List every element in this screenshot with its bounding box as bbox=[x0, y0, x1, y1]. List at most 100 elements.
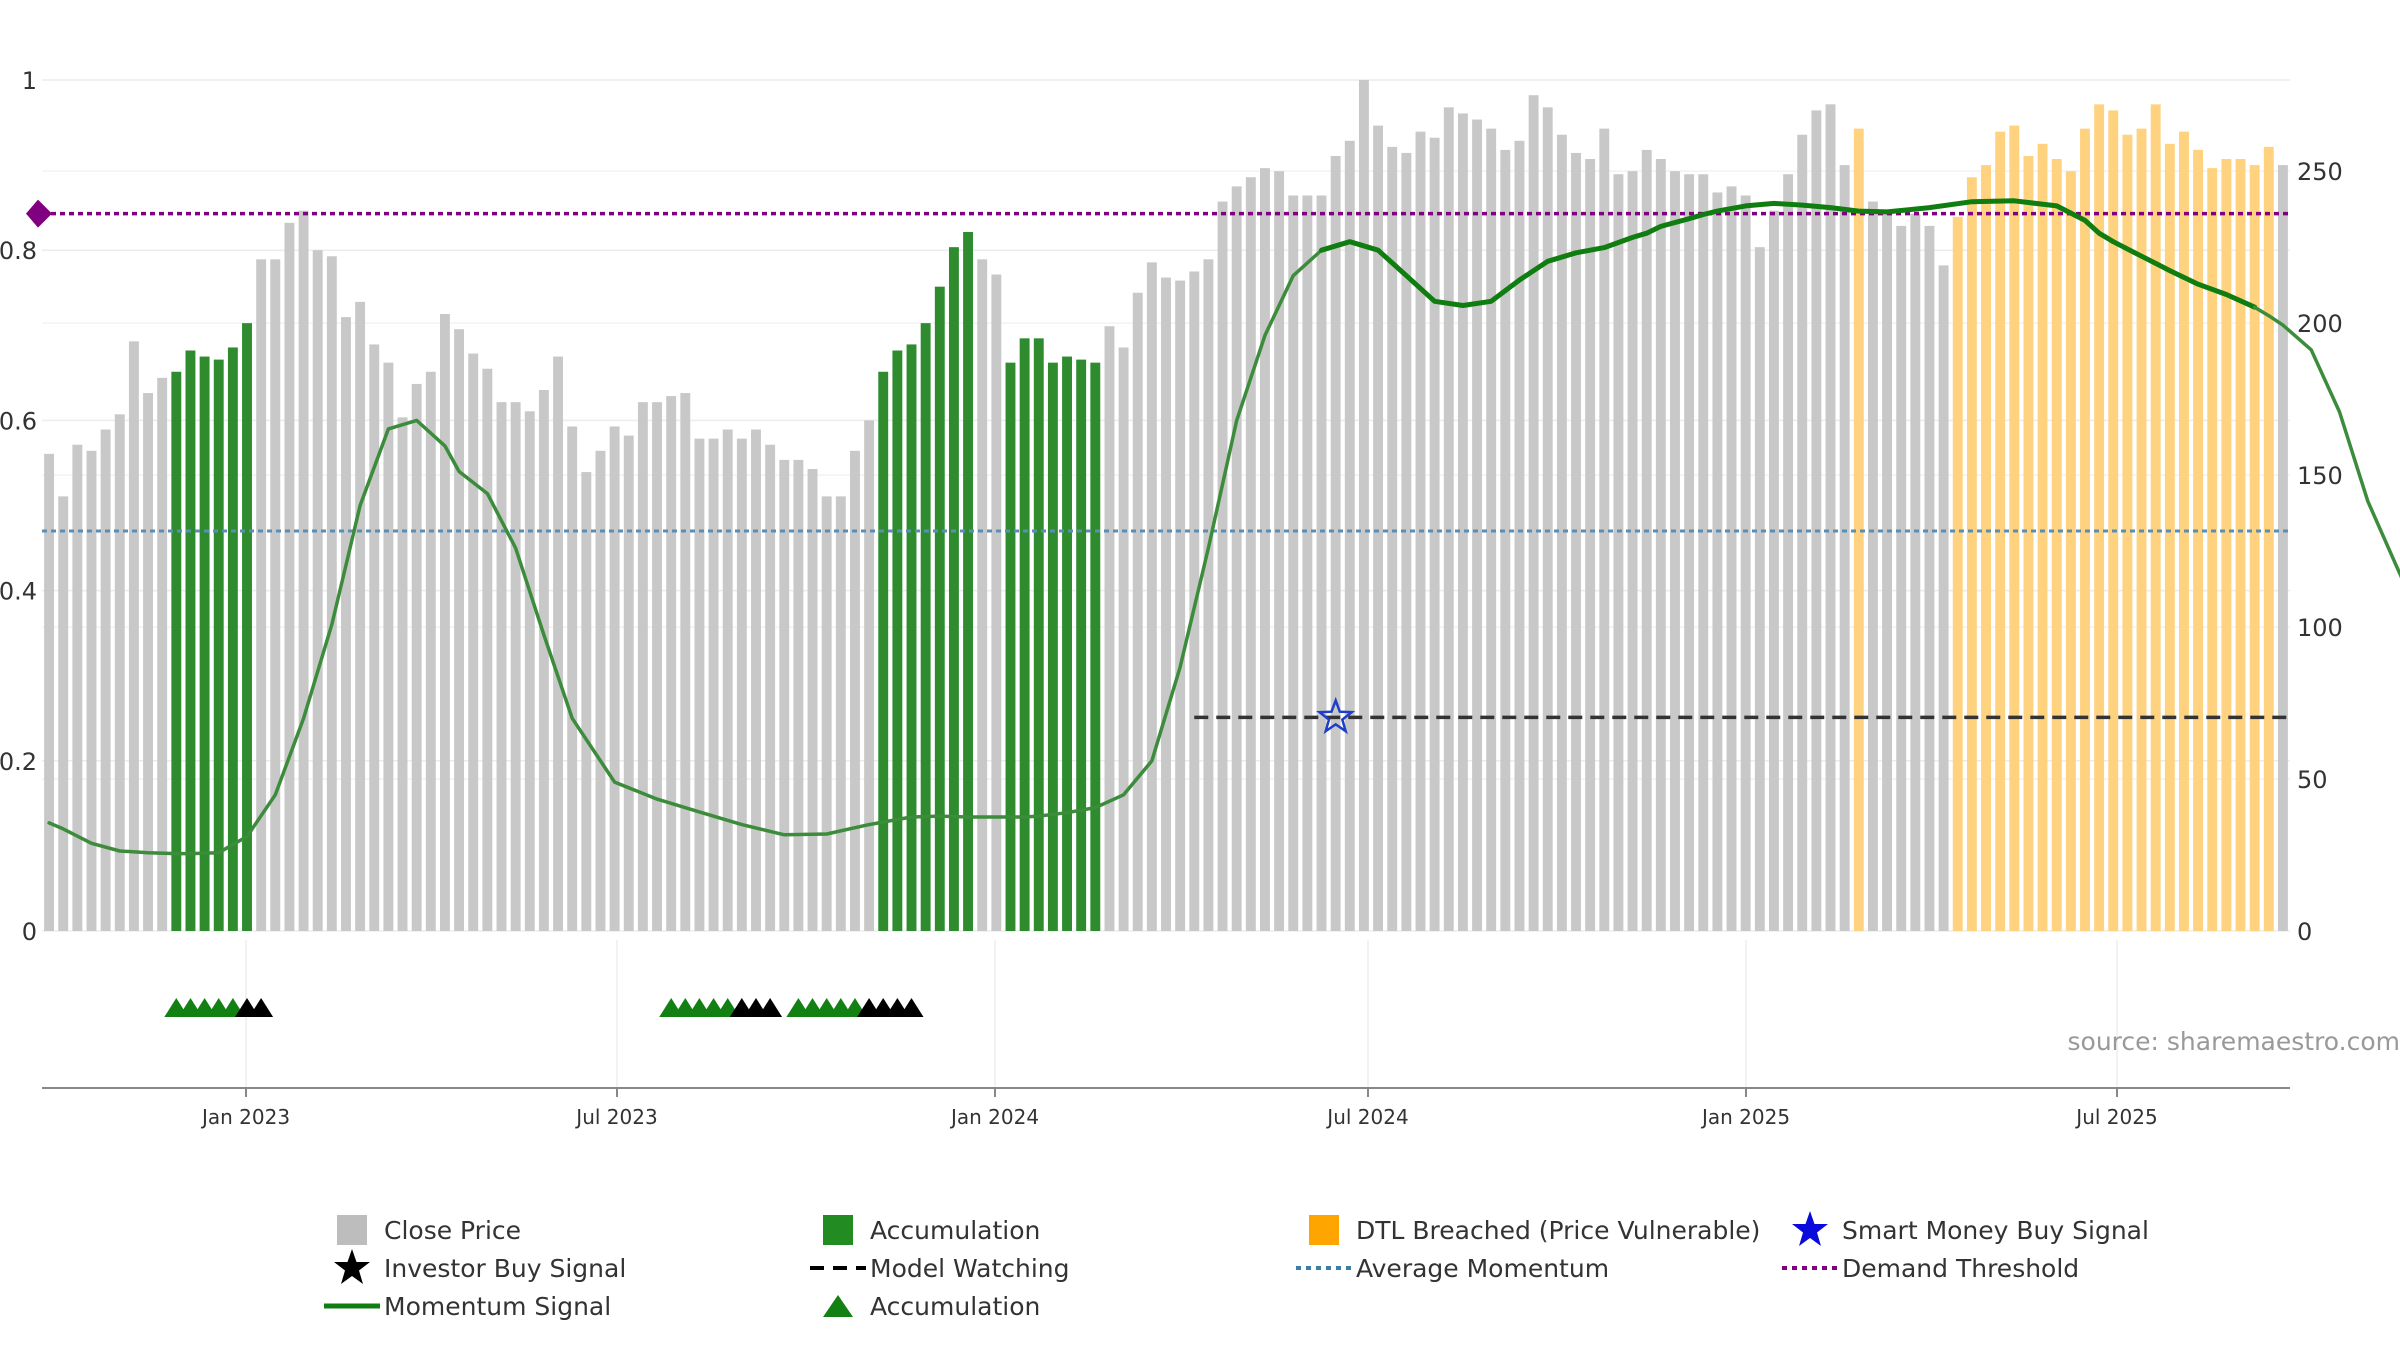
price-bar bbox=[454, 329, 465, 932]
price-bar bbox=[510, 402, 521, 931]
price-bar bbox=[1952, 216, 1963, 931]
price-bar bbox=[1839, 165, 1850, 932]
legend-dotted-line bbox=[1782, 1266, 1838, 1270]
triangle-icon bbox=[823, 1295, 853, 1317]
price-bar bbox=[1288, 195, 1299, 932]
price-bar bbox=[920, 323, 931, 931]
price-bar bbox=[1726, 186, 1737, 932]
price-bar bbox=[524, 411, 535, 931]
legend-accumulation-swatch bbox=[823, 1215, 853, 1245]
price-bar bbox=[439, 314, 450, 931]
price-bar bbox=[256, 259, 267, 931]
price-bar bbox=[1217, 201, 1228, 931]
price-bar bbox=[722, 429, 733, 931]
price-bar bbox=[227, 347, 238, 932]
source-text: source: sharemaestro.com bbox=[2068, 1027, 2400, 1056]
price-bar bbox=[666, 396, 677, 932]
price-bar bbox=[2179, 131, 2189, 932]
price-bar bbox=[1655, 159, 1666, 931]
left-axis-tick: 0.4 bbox=[0, 578, 37, 606]
legend-item-accumulation: Accumulation bbox=[806, 1212, 1040, 1248]
price-bar bbox=[199, 356, 210, 931]
price-bar bbox=[2150, 104, 2161, 931]
price-bar bbox=[1076, 359, 1087, 931]
price-bar bbox=[2193, 149, 2204, 931]
price-bar bbox=[623, 435, 634, 931]
right-axis-tick: 150 bbox=[2297, 462, 2343, 490]
price-bar bbox=[1797, 134, 1808, 931]
price-bar bbox=[807, 469, 818, 931]
legend-item-demand-threshold: Demand Threshold bbox=[1778, 1250, 2079, 1286]
star-icon bbox=[334, 1249, 370, 1284]
price-bar bbox=[2065, 171, 2076, 931]
price-bar bbox=[850, 450, 860, 931]
legend-label: Investor Buy Signal bbox=[384, 1253, 627, 1283]
price-bar bbox=[1132, 292, 1143, 931]
investor-buy-triangle bbox=[249, 998, 274, 1017]
price-bar bbox=[2277, 165, 2288, 932]
legend-item-close-price: Close Price bbox=[320, 1212, 521, 1248]
price-bar bbox=[383, 362, 394, 931]
price-bar bbox=[553, 356, 563, 931]
price-bar bbox=[567, 426, 578, 931]
price-bar bbox=[114, 414, 125, 931]
price-bar bbox=[2207, 168, 2218, 931]
x-axis-tick: Jan 2024 bbox=[949, 1105, 1039, 1129]
price-bar bbox=[1783, 174, 1794, 932]
price-bar bbox=[1344, 140, 1355, 932]
price-bar bbox=[1457, 113, 1468, 932]
price-bar bbox=[680, 393, 691, 931]
price-bar bbox=[1910, 213, 1921, 932]
price-bar bbox=[1472, 119, 1482, 931]
price-bar bbox=[213, 359, 224, 931]
price-bar bbox=[1146, 262, 1157, 931]
price-bar bbox=[708, 438, 719, 931]
price-bar bbox=[1769, 210, 1779, 931]
price-bar bbox=[2221, 159, 2232, 931]
price-bar bbox=[1684, 174, 1695, 932]
price-bar bbox=[1556, 134, 1567, 931]
price-bar bbox=[1995, 131, 2006, 932]
price-bar bbox=[1161, 277, 1171, 931]
price-bar bbox=[72, 444, 83, 931]
price-bar bbox=[581, 472, 592, 931]
right-axis-tick: 200 bbox=[2297, 310, 2343, 338]
investor-buy-triangle bbox=[899, 998, 924, 1017]
price-bar bbox=[326, 256, 337, 931]
price-bar bbox=[1542, 107, 1553, 932]
price-bar bbox=[1316, 195, 1327, 932]
price-bar bbox=[1698, 174, 1709, 932]
price-bar bbox=[2249, 165, 2260, 932]
legend-label: Model Watching bbox=[870, 1253, 1070, 1283]
price-bar bbox=[864, 420, 875, 931]
price-bar bbox=[1528, 95, 1539, 931]
right-axis: 0 50 100 150 200 250 bbox=[2297, 158, 2343, 946]
price-bar bbox=[765, 444, 776, 931]
x-axis: Jan 2023 Jul 2023 Jan 2024 Jul 2024 Jan 2025… bbox=[42, 1087, 2290, 1129]
price-bar bbox=[1896, 225, 1907, 931]
price-bar bbox=[143, 393, 153, 931]
price-bar bbox=[1330, 155, 1341, 932]
legend-label: Accumulation bbox=[870, 1215, 1041, 1245]
price-bar bbox=[1500, 149, 1511, 931]
price-bar bbox=[652, 402, 662, 931]
legend-dtl-swatch bbox=[1309, 1215, 1339, 1245]
price-bar bbox=[1924, 225, 1935, 931]
price-bar bbox=[128, 341, 139, 931]
price-bar bbox=[1401, 152, 1412, 931]
price-bar bbox=[977, 259, 988, 931]
legend-label: Average Momentum bbox=[1356, 1253, 1610, 1283]
star-icon bbox=[1792, 1211, 1828, 1246]
x-axis-tick: Jul 2024 bbox=[1325, 1105, 1408, 1129]
price-bar bbox=[948, 247, 959, 931]
price-bar bbox=[2235, 159, 2246, 931]
price-bar bbox=[44, 453, 55, 931]
signal-markers bbox=[164, 998, 924, 1017]
left-axis-tick: 1 bbox=[22, 67, 37, 95]
legend-label: Accumulation bbox=[870, 1291, 1041, 1321]
price-bar bbox=[1090, 362, 1101, 931]
demand-threshold-marker bbox=[26, 199, 52, 228]
price-bar bbox=[991, 274, 1002, 931]
left-axis: 0 0.2 0.4 0.6 0.8 1 bbox=[0, 67, 37, 946]
